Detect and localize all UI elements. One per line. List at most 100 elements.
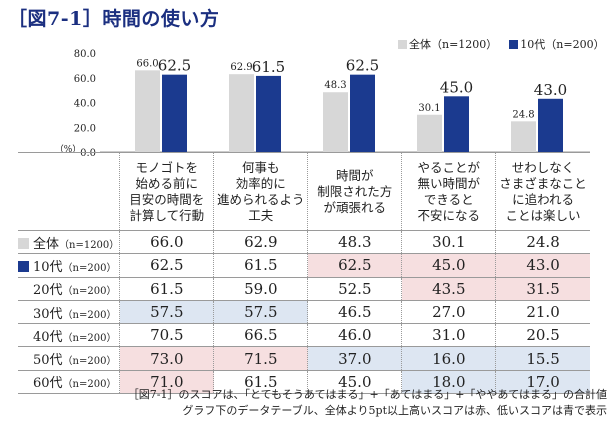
table-cell: 37.0 <box>307 346 402 371</box>
table-cell: 16.0 <box>401 346 496 371</box>
y-tick-label: 80.0 <box>74 49 96 60</box>
table-cell: 57.5 <box>119 299 214 325</box>
category-label: せわしなく さまざまなこと に追われる ことは楽しい <box>495 152 590 231</box>
table-cell: 31.0 <box>401 323 496 348</box>
table-row: 10代（n=200） 62.5 61.5 62.5 45.0 43.0 <box>18 253 590 278</box>
row-label-text: 30代 <box>33 306 63 322</box>
table-cell: 52.5 <box>307 276 402 301</box>
row-label-text: 60代 <box>33 376 63 392</box>
table-cell: 59.0 <box>213 276 308 301</box>
table-cell: 57.5 <box>213 299 308 325</box>
row-sample-size: （n=200） <box>62 356 117 368</box>
table-cell: 62.5 <box>119 253 214 278</box>
legend: 全体（n=1200） 10代（n=200） <box>398 36 613 52</box>
row-label: 40代（n=200） <box>18 323 120 348</box>
row-sample-size: （n=200） <box>62 286 117 298</box>
table-row: 20代（n=200） 61.5 59.0 52.5 43.5 31.5 <box>18 276 590 301</box>
bar-teen <box>350 74 375 152</box>
table-cell: 18.0 <box>401 369 496 395</box>
table-cell: 46.5 <box>307 299 402 325</box>
value-label-teen: 62.5 <box>158 57 191 75</box>
data-table: モノゴトを 始める前に 目安の時間を 計算して行動 何事も 効率的に 進められるよ… <box>18 152 590 395</box>
bar-chart: 0.020.040.060.080.0（%）66.0 62.5 62.9 61.548… <box>55 49 590 159</box>
table-cell: 62.5 <box>307 253 402 278</box>
row-sample-size: （n=200） <box>62 262 117 274</box>
bar-all <box>323 92 348 152</box>
bar-teen <box>162 74 187 152</box>
table-cell: 45.0 <box>307 369 402 395</box>
category-label: 時間が 制限された方 が頑張れる <box>307 152 402 231</box>
bar-all <box>135 70 160 152</box>
row-label-text: 40代 <box>33 329 63 345</box>
row-sample-size: （n=1200） <box>59 239 120 251</box>
table-cell: 66.0 <box>119 229 214 255</box>
table-row: 30代（n=200） 57.5 57.5 46.5 27.0 21.0 <box>18 299 590 325</box>
table-row: 全体（n=1200） 66.0 62.9 48.3 30.1 24.8 <box>18 229 590 255</box>
table-row: 50代（n=200） 73.0 71.5 37.0 16.0 15.5 <box>18 346 590 371</box>
category-label: モノゴトを 始める前に 目安の時間を 計算して行動 <box>119 152 214 231</box>
table-cell: 27.0 <box>401 299 496 325</box>
bar-all <box>417 114 442 152</box>
bar-teen <box>444 96 469 152</box>
table-cell: 24.8 <box>495 229 590 255</box>
y-tick-label: 20.0 <box>74 123 96 134</box>
value-label-all: 24.8 <box>512 109 534 120</box>
table-cell: 30.1 <box>401 229 496 255</box>
value-label-teen: 62.5 <box>346 57 379 75</box>
row-label-text: 全体 <box>33 236 60 252</box>
row-label-text: 20代 <box>33 283 63 299</box>
row-label: 20代（n=200） <box>18 276 120 301</box>
row-label: 50代（n=200） <box>18 346 120 371</box>
table-cell: 62.9 <box>213 229 308 255</box>
value-label-all: 30.1 <box>418 103 440 114</box>
bar-teen <box>256 75 281 152</box>
table-cell: 73.0 <box>119 346 214 371</box>
row-label: 全体（n=1200） <box>18 229 120 255</box>
footnote-line-1: ［図7-1］のスコアは、「とてもそうあてはまる」+「あてはまる」+「ややあてはま… <box>127 388 607 401</box>
category-label: 何事も 効率的に 進められるよう 工夫 <box>213 152 308 231</box>
footnote: ［図7-1］のスコアは、「とてもそうあてはまる」+「あてはまる」+「ややあてはま… <box>128 387 607 419</box>
row-swatch <box>18 260 29 272</box>
value-label-all: 66.0 <box>136 58 158 69</box>
table-row: 40代（n=200） 70.5 66.5 46.0 31.0 20.5 <box>18 323 590 348</box>
y-tick-label: 60.0 <box>74 74 96 85</box>
table-cell: 17.0 <box>495 369 590 395</box>
y-axis-unit: （%） <box>55 144 82 155</box>
legend-label-all: 全体（n=1200） <box>409 38 498 51</box>
table-cell: 20.5 <box>495 323 590 348</box>
table-cell: 46.0 <box>307 323 402 348</box>
value-label-teen: 43.0 <box>534 81 567 99</box>
row-label-text: 10代 <box>33 259 63 275</box>
row-sample-size: （n=200） <box>62 309 117 321</box>
category-label: やることが 無い時間が できると 不安になる <box>401 152 496 231</box>
value-label-all: 62.9 <box>230 62 252 73</box>
chart-title: ［図7-1］時間の使い方 <box>8 8 220 30</box>
table-cell: 45.0 <box>401 253 496 278</box>
table-cell: 71.5 <box>213 346 308 371</box>
row-label-text: 50代 <box>33 353 63 369</box>
table-cell: 31.5 <box>495 276 590 301</box>
row-label: 30代（n=200） <box>18 299 120 325</box>
legend-swatch-all <box>398 39 407 49</box>
table-cell: 66.5 <box>213 323 308 348</box>
table-header-row: モノゴトを 始める前に 目安の時間を 計算して行動 何事も 効率的に 進められるよ… <box>18 152 590 231</box>
row-label: 60代（n=200） <box>18 369 120 395</box>
legend-item-teen: 10代（n=200） <box>509 36 605 52</box>
table-corner <box>18 152 120 231</box>
table-cell: 71.0 <box>119 369 214 395</box>
value-label-all: 48.3 <box>324 80 346 91</box>
table-cell: 43.5 <box>401 276 496 301</box>
table-cell: 61.5 <box>213 369 308 395</box>
table-cell: 43.0 <box>495 253 590 278</box>
table-cell: 61.5 <box>213 253 308 278</box>
table-cell: 48.3 <box>307 229 402 255</box>
legend-label-teen: 10代（n=200） <box>520 38 605 51</box>
bar-teen <box>538 98 563 152</box>
table-cell: 70.5 <box>119 323 214 348</box>
footnote-line-2: グラフ下のデータテーブル、全体より5pt以上高いスコアは赤、低いスコアは青で表示 <box>182 404 607 417</box>
row-label: 10代（n=200） <box>18 253 120 278</box>
table-cell: 15.5 <box>495 346 590 371</box>
row-sample-size: （n=200） <box>62 332 117 344</box>
row-swatch <box>18 237 29 249</box>
bar-all <box>511 121 536 152</box>
